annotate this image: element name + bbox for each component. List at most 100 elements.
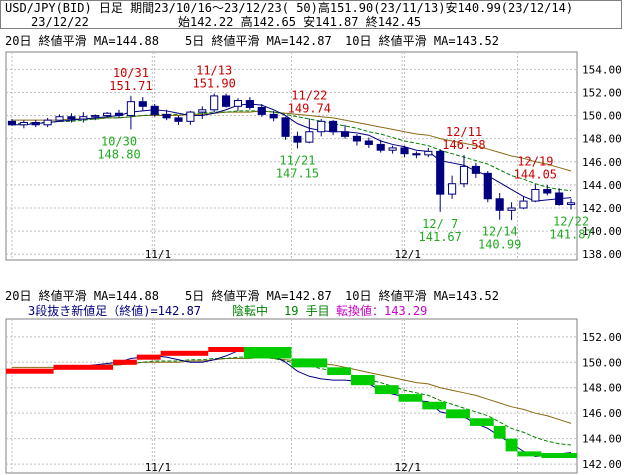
candle-body — [222, 95, 231, 107]
candle-body — [174, 117, 183, 122]
legend-ma5: 5日 終値平滑 MA=142.87 — [185, 34, 332, 48]
break-line-block — [53, 364, 114, 370]
annotation-value: 146.58 — [442, 138, 485, 152]
header-date: 23/12/22 — [31, 15, 89, 29]
annotation-date: 12/19 — [517, 154, 553, 168]
candle-body — [495, 198, 504, 211]
candle-body — [507, 207, 516, 211]
break-line-block — [541, 453, 577, 459]
candle-body — [257, 106, 266, 115]
ytick-label: 154.00 — [582, 63, 622, 76]
break-line-block — [505, 438, 518, 452]
annotation-date: 11/13 — [196, 64, 232, 78]
candle-body — [281, 117, 290, 137]
ytick-label: 146.00 — [582, 156, 622, 169]
kagi-info-count: 19 手目 — [284, 304, 330, 318]
break-line-block — [160, 350, 209, 356]
candle-body — [31, 121, 40, 126]
candle-body — [19, 121, 28, 126]
candle-body — [210, 95, 219, 111]
break-line-block — [243, 347, 292, 359]
ytick-label: 148.00 — [582, 133, 622, 146]
break-line-block — [493, 425, 506, 439]
annotation-date: 12/11 — [446, 125, 482, 139]
candle-body — [67, 116, 76, 120]
break-line-block — [446, 409, 470, 419]
candle-body — [388, 147, 397, 151]
ytick-label: 144.00 — [582, 179, 622, 192]
ytick-label: 144.00 — [582, 433, 622, 446]
break-line-block — [350, 375, 375, 386]
candle-body — [305, 131, 314, 143]
break-line-block — [291, 358, 328, 368]
ytick-label: 138.00 — [582, 248, 622, 261]
candle-body — [150, 105, 159, 115]
legend-ma10: 10日 終値平滑 MA=143.52 — [345, 34, 499, 48]
annotation-date: 12/ 7 — [422, 217, 458, 231]
ytick-label: 148.00 — [582, 382, 622, 395]
ytick-label: 146.00 — [582, 407, 622, 420]
candle-body — [79, 116, 88, 120]
ytick-label: 150.00 — [582, 356, 622, 369]
candle-body — [471, 165, 480, 174]
three-line-break-chart: 152.00 150.00 148.00 146.00 144.00 142.00 11/1… — [5, 318, 622, 474]
ytick-label: 140.00 — [582, 225, 622, 238]
break-line-block — [6, 368, 54, 374]
candle-body — [459, 165, 469, 185]
annotation-date: 10/30 — [101, 134, 137, 148]
candle-body — [55, 116, 64, 121]
ytick-label: 152.00 — [582, 86, 622, 99]
candle-body — [7, 120, 17, 126]
candle-body — [293, 135, 302, 143]
annotation-date: 12/14 — [482, 225, 518, 239]
ytick-label: 150.00 — [582, 110, 622, 123]
candle-body — [317, 120, 326, 133]
candle-body — [376, 143, 385, 151]
ytick-label: 152.00 — [582, 331, 622, 344]
candle-body — [245, 100, 254, 108]
candle-body — [162, 113, 171, 119]
candle-body — [43, 119, 52, 126]
candle-body — [138, 101, 147, 107]
candle-body — [126, 101, 135, 117]
kagi-info-value: 3段抜き新値足（終値)=142.87 — [28, 304, 202, 318]
xtick-label: 12/1 — [395, 248, 422, 261]
annotation-value: 149.74 — [288, 102, 331, 116]
legend2-ma5: 5日 終値平滑 MA=142.87 — [185, 289, 332, 303]
quote-header: USD/JPY(BID) 日足 期間23/10/16～23/12/23( 50)… — [0, 0, 622, 29]
candle-body — [543, 189, 552, 194]
break-line-block — [422, 401, 447, 410]
break-line-block — [398, 394, 423, 402]
annotation-date: 11/22 — [291, 89, 327, 103]
candle-body — [352, 135, 361, 142]
annotation-value: 148.80 — [97, 147, 140, 161]
candle-body — [436, 150, 445, 195]
candle-body — [531, 189, 540, 202]
header-stats: 始142.22 高142.65 安141.87 終142.45 — [178, 15, 422, 29]
annotation-value: 147.15 — [276, 166, 319, 180]
candle-body — [114, 112, 124, 117]
candle-body — [424, 150, 433, 156]
candle-body — [103, 112, 112, 117]
ma10-line — [11, 110, 572, 192]
xtick-label: 12/1 — [395, 461, 422, 474]
xtick-label: 11/1 — [145, 248, 172, 261]
candlestick-chart: 154.00 152.00 150.00 148.00 146.00 144.00 142.… — [5, 51, 622, 261]
annotation-value: 144.05 — [514, 167, 557, 181]
break-line-block — [374, 385, 399, 395]
candle-body — [364, 140, 373, 145]
annotation-date: 11/21 — [279, 153, 315, 167]
candle-body — [448, 183, 457, 195]
candle-body — [269, 113, 278, 119]
annotation-value: 141.87 — [549, 228, 592, 242]
candle-body — [329, 120, 338, 133]
candle-body — [400, 147, 409, 155]
candle-body — [483, 172, 492, 200]
kagi-info-reversal: 転換値：143.29 — [336, 304, 428, 318]
break-line-block — [136, 354, 161, 360]
legend-ma20: 20日 終値平滑 MA=144.88 — [5, 34, 159, 48]
candle-body — [412, 153, 421, 156]
legend2-ma20: 20日 終値平滑 MA=144.88 — [5, 289, 159, 303]
candle-body — [555, 192, 564, 206]
